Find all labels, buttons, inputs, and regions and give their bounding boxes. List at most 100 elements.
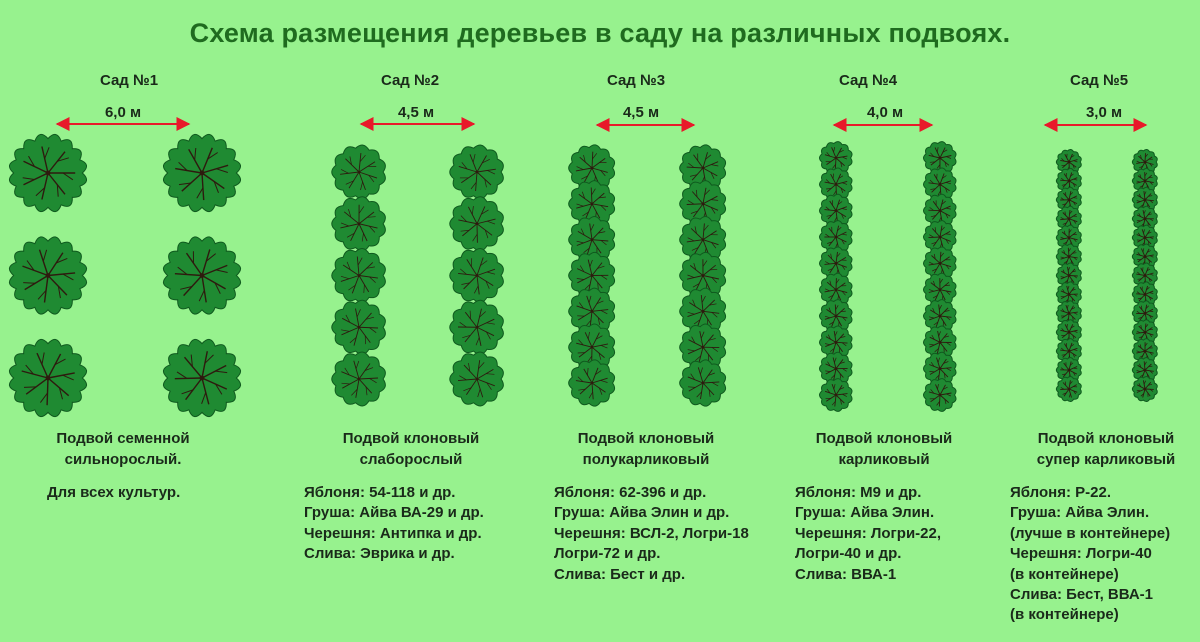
- rootstock-line: Подвой клоновый: [577, 430, 715, 447]
- tree-crown: [1131, 262, 1158, 289]
- crop-line: Яблоня: 54-118 и др.: [304, 484, 456, 501]
- garden-5-rootstock: Подвой клоновый супер карликовый: [996, 428, 1200, 470]
- tree-crown: [1131, 338, 1158, 365]
- garden-4-rootstock: Подвой клоновый карликовый: [774, 428, 994, 470]
- crop-line: Слива: Бест и др.: [554, 565, 686, 583]
- crop-line: Яблоня: 62-396 и др.: [554, 484, 707, 501]
- tree-crown: [923, 299, 957, 333]
- garden-4-crops: Яблоня: М9 и др. Груша: Айва Элин. Череш…: [795, 483, 941, 585]
- garden-3-title: Сад №3: [606, 72, 666, 89]
- tree-crown: [1055, 281, 1082, 308]
- rootstock-line: Подвой клоновый: [815, 430, 953, 447]
- tree-crown: [1055, 300, 1082, 327]
- tree-crown: [449, 248, 504, 303]
- crop-line: Яблоня: М9 и др.: [795, 484, 922, 501]
- tree-crown: [1131, 300, 1158, 327]
- tree-crown: [1055, 375, 1082, 403]
- tree-crown: [1131, 205, 1158, 232]
- tree-crown: [819, 246, 853, 281]
- crop-line: Черешня: Антипка и др.: [304, 524, 482, 542]
- crop-line: Яблоня: Р-22.: [1010, 484, 1111, 501]
- garden-1-rootstock: Подвой семенной сильнорослый.: [13, 428, 233, 470]
- rootstock-line: Подвой семенной: [56, 430, 190, 447]
- tree-crown: [679, 359, 727, 407]
- garden-1-title: Сад №1: [99, 72, 159, 89]
- tree-crown: [449, 351, 504, 407]
- tree-crown: [679, 144, 727, 192]
- rootstock-line: супер карликовый: [1036, 451, 1176, 468]
- crop-line: Груша: Айва Элин.: [1010, 504, 1150, 522]
- crop-line: (в контейнере): [1010, 565, 1119, 583]
- garden-5-spacing: 3,0 м: [1085, 104, 1123, 121]
- garden-3-rootstock: Подвой клоновый полукарликовый: [536, 428, 756, 470]
- rootstock-line: полукарликовый: [582, 451, 710, 468]
- crop-line: Логри-72 и др.: [554, 545, 661, 563]
- tree-crown: [568, 323, 616, 371]
- tree-crown: [1131, 224, 1158, 251]
- tree-crown: [819, 378, 853, 412]
- tree-crown: [679, 323, 727, 371]
- garden-1-spacing: 6,0 м: [104, 104, 142, 121]
- garden-5-crops: Яблоня: Р-22. Груша: Айва Элин. (лучше в…: [1010, 483, 1170, 626]
- garden-2-crops: Яблоня: 54-118 и др. Груша: Айва ВА-29 и…: [304, 483, 484, 565]
- tree-crown: [568, 144, 616, 192]
- tree-crown: [679, 251, 727, 300]
- tree-crown: [331, 299, 386, 355]
- crop-line: Груша: Айва Элин и др.: [554, 504, 730, 522]
- rootstock-line: карликовый: [838, 451, 930, 468]
- tree-crown: [9, 134, 87, 212]
- crop-line: (в контейнере): [1010, 606, 1119, 624]
- garden-2-rootstock: Подвой клоновый слаборослый: [301, 428, 521, 470]
- tree-crown: [331, 144, 386, 200]
- crop-line: (лучше в контейнере): [1010, 524, 1171, 542]
- rootstock-line: Подвой клоновый: [1037, 430, 1175, 447]
- tree-crown: [331, 351, 386, 407]
- crop-line: Слива: ВВА-1: [795, 565, 897, 583]
- garden-4-title: Сад №4: [838, 72, 898, 89]
- tree-crown: [923, 378, 957, 412]
- rootstock-line: Подвой клоновый: [342, 430, 480, 447]
- tree-crown: [9, 236, 87, 315]
- crop-line: Слива: Эврика и др.: [304, 545, 455, 563]
- crop-line: Логри-40 и др.: [795, 545, 902, 563]
- crop-line: Слива: Бест, ВВА-1: [1010, 586, 1154, 604]
- crop-line: Груша: Айва ВА-29 и др.: [304, 504, 484, 522]
- rootstock-line: сильнорослый.: [64, 451, 182, 468]
- tree-crown: [1055, 224, 1082, 251]
- garden-2-title: Сад №2: [380, 72, 440, 89]
- crop-line: Черешня: ВСЛ-2, Логри-18: [554, 524, 749, 542]
- tree-crown: [1131, 186, 1158, 213]
- garden-1-crops: Для всех культур.: [47, 483, 180, 503]
- tree-crown: [568, 216, 616, 264]
- tree-crown: [819, 272, 853, 307]
- tree-crown: [1055, 186, 1082, 213]
- tree-crown: [1131, 375, 1158, 403]
- tree-crown: [819, 141, 853, 175]
- tree-crown: [331, 248, 386, 303]
- garden-3-spacing: 4,5 м: [622, 104, 660, 121]
- tree-crown: [923, 246, 957, 281]
- tree-crown: [9, 339, 87, 417]
- garden-4-spacing: 4,0 м: [866, 104, 904, 121]
- tree-crown: [163, 134, 241, 212]
- tree-crown: [1055, 262, 1082, 289]
- tree-crown: [449, 144, 504, 200]
- tree-crown: [819, 220, 853, 254]
- tree-crown: [568, 287, 616, 335]
- garden-2-spacing: 4,5 м: [397, 104, 435, 121]
- tree-crown: [1055, 148, 1082, 176]
- tree-crown: [163, 236, 241, 315]
- tree-crown: [568, 180, 616, 228]
- crop-line: Черешня: Логри-22,: [795, 524, 942, 542]
- garden-3-crops: Яблоня: 62-396 и др. Груша: Айва Элин и …: [554, 483, 749, 585]
- tree-crown: [568, 359, 616, 407]
- garden-5-title: Сад №5: [1069, 72, 1129, 89]
- tree-crown: [819, 351, 853, 386]
- crop-line: Черешня: Логри-40: [1010, 545, 1152, 563]
- crop-line: Для всех культур.: [47, 484, 181, 501]
- tree-crown: [449, 299, 504, 355]
- tree-crown: [1055, 319, 1082, 346]
- crop-line: Груша: Айва Элин.: [795, 504, 935, 522]
- tree-crown: [1055, 357, 1082, 384]
